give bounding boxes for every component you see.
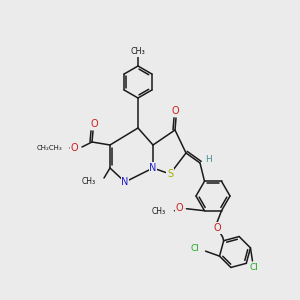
Text: S: S (167, 169, 173, 179)
Text: N: N (121, 177, 129, 187)
Text: CH₃: CH₃ (130, 47, 146, 56)
Text: Cl: Cl (191, 244, 200, 253)
Text: CH₂CH₃: CH₂CH₃ (36, 145, 62, 151)
Text: O: O (171, 106, 179, 116)
Text: CH₃: CH₃ (152, 207, 166, 216)
Text: O: O (90, 119, 98, 129)
Text: O: O (214, 223, 221, 233)
Text: O: O (176, 203, 184, 213)
Text: H: H (205, 155, 212, 164)
Text: CH₃: CH₃ (82, 178, 96, 187)
Text: O: O (70, 143, 78, 153)
Text: N: N (149, 163, 157, 173)
Text: Cl: Cl (249, 263, 258, 272)
